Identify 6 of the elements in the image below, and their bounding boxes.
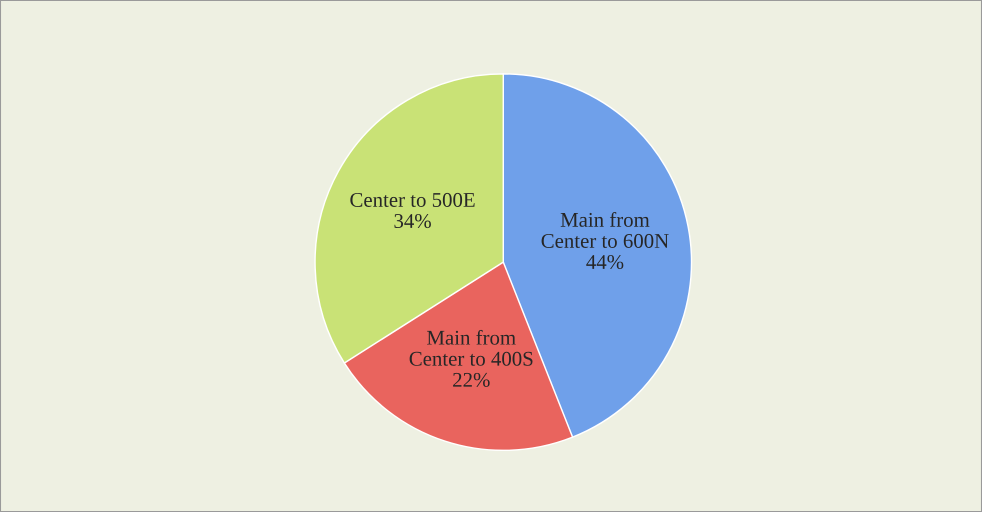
- data-label: 22%: [453, 372, 490, 387]
- slice-label: Main from Center to 600N: [542, 212, 669, 248]
- slice-label: Center to 500E: [350, 192, 475, 207]
- data-label: 34%: [394, 214, 431, 228]
- data-label: 44%: [586, 254, 624, 270]
- slice-label: Main from Center to 400S: [410, 330, 532, 366]
